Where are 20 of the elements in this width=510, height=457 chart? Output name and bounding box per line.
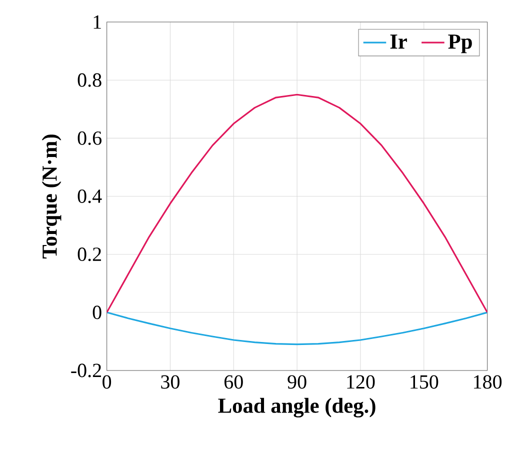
x-tick-label: 30 — [161, 375, 180, 389]
legend-label: Pp — [448, 34, 472, 54]
y-axis-title: Torque (N·m) — [42, 134, 62, 258]
y-tick-label: 0.6 — [78, 131, 102, 145]
legend-label: Ir — [390, 34, 407, 48]
line-series — [106, 94, 488, 314]
line-series — [106, 311, 488, 346]
x-axis-title: Load angle (deg.) — [218, 398, 376, 418]
y-tick-label: 0.2 — [78, 247, 101, 262]
x-tick-label: 0 — [102, 375, 112, 389]
x-tick-label: 60 — [224, 375, 243, 389]
y-tick-label: -0.2 — [71, 364, 101, 378]
x-tick-label: 150 — [410, 375, 438, 389]
x-tick-label: 120 — [347, 375, 375, 389]
x-tick-label: 90 — [288, 375, 306, 389]
y-tick-label: 0.4 — [78, 189, 102, 203]
y-tick-label: 0 — [92, 306, 102, 320]
y-tick-label: 1 — [94, 15, 101, 29]
y-tick-label: 0.8 — [78, 73, 102, 87]
x-tick-label: 180 — [474, 375, 502, 389]
